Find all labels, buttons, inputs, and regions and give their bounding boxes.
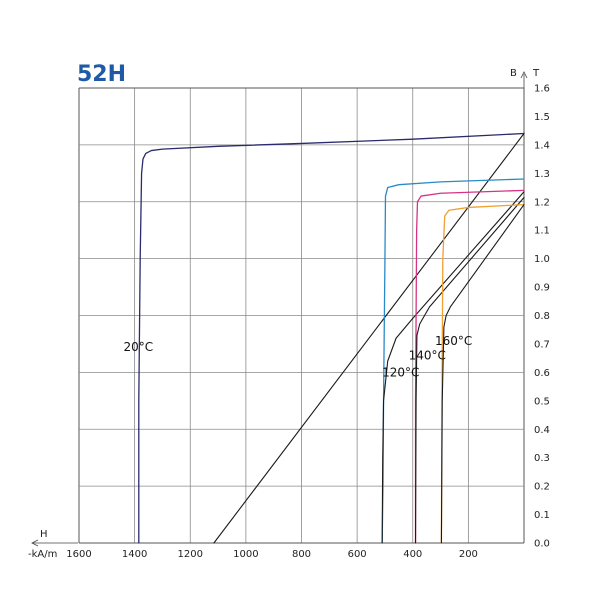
y-tick-label: 0.1 bbox=[534, 510, 550, 521]
y-tick-label: 0.7 bbox=[534, 339, 550, 350]
label-20c: 20°C bbox=[124, 340, 154, 354]
x-tick-label: 200 bbox=[459, 549, 478, 560]
grid bbox=[78, 87, 525, 544]
chart-title: 52H bbox=[77, 62, 126, 87]
x-axis-unit: -kA/m bbox=[28, 549, 57, 560]
tick-labels: 1600 1400 1200 1000 800 600 400 200 0.0 0.1 0.2 0.3… bbox=[66, 84, 550, 561]
curve-j-140c bbox=[414, 189, 525, 544]
curve-b-140c bbox=[414, 196, 525, 544]
y-tick-label: 1.3 bbox=[534, 169, 550, 180]
x-tick-label: 1400 bbox=[122, 549, 147, 560]
x-tick-label: 800 bbox=[292, 549, 311, 560]
y-tick-label: 1.6 bbox=[534, 84, 550, 95]
curve-j-20c bbox=[138, 132, 525, 544]
y-tick-label: 1.4 bbox=[534, 140, 550, 151]
x-tick-label: 400 bbox=[403, 549, 422, 560]
y-tick-label: 0.8 bbox=[534, 311, 550, 322]
x-tick-label: 1600 bbox=[66, 549, 91, 560]
y-axis-label-b: B bbox=[510, 68, 517, 79]
curve-b-120c bbox=[381, 191, 525, 544]
curve-b-160c bbox=[440, 204, 525, 544]
y-axis-label-t: T bbox=[532, 68, 540, 79]
y-tick-label: 1.0 bbox=[534, 254, 550, 265]
x-tick-label: 1000 bbox=[233, 549, 258, 560]
label-160c: 160°C bbox=[435, 334, 472, 348]
x-axis-label-h: H bbox=[40, 529, 48, 540]
y-tick-label: 0.5 bbox=[534, 396, 550, 407]
x-tick-label: 1200 bbox=[178, 549, 203, 560]
y-tick-label: 1.1 bbox=[534, 226, 550, 237]
y-tick-label: 1.5 bbox=[534, 112, 550, 123]
y-tick-label: 0.0 bbox=[534, 539, 550, 550]
x-tick-label: 600 bbox=[348, 549, 367, 560]
curve-b-20c bbox=[213, 132, 525, 544]
y-tick-label: 0.2 bbox=[534, 482, 550, 493]
label-140c: 140°C bbox=[409, 348, 446, 362]
y-tick-label: 0.3 bbox=[534, 453, 550, 464]
y-tick-label: 0.9 bbox=[534, 283, 550, 294]
y-tick-label: 0.4 bbox=[534, 425, 550, 436]
x-axis-arrow-head bbox=[31, 539, 39, 547]
series-group bbox=[138, 132, 525, 544]
label-120c: 120°C bbox=[382, 365, 419, 379]
y-axis-arrow-head bbox=[520, 71, 528, 79]
y-tick-label: 1.2 bbox=[534, 197, 550, 208]
y-tick-label: 0.6 bbox=[534, 368, 550, 379]
